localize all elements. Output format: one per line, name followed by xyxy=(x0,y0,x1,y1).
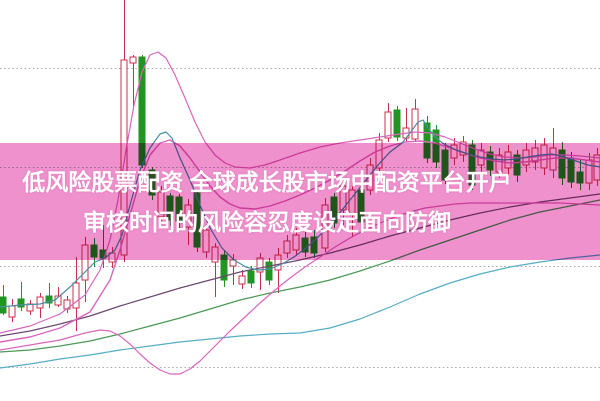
kline-promo-screenshot: 低风险股票配资 全球成长股市场中配资平台开户 审核时间的风险容忍度设定面向防御 xyxy=(0,0,600,375)
candlestick-chart xyxy=(0,0,600,375)
